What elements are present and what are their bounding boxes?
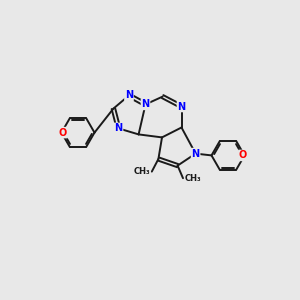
Text: N: N [125, 90, 133, 100]
Text: CH₃: CH₃ [184, 174, 201, 183]
Text: O: O [59, 128, 67, 138]
Text: O: O [239, 150, 247, 161]
Text: CH₃: CH₃ [134, 167, 150, 176]
Text: N: N [177, 101, 186, 112]
Text: N: N [114, 123, 123, 134]
Text: N: N [191, 148, 200, 159]
Text: N: N [141, 99, 150, 110]
